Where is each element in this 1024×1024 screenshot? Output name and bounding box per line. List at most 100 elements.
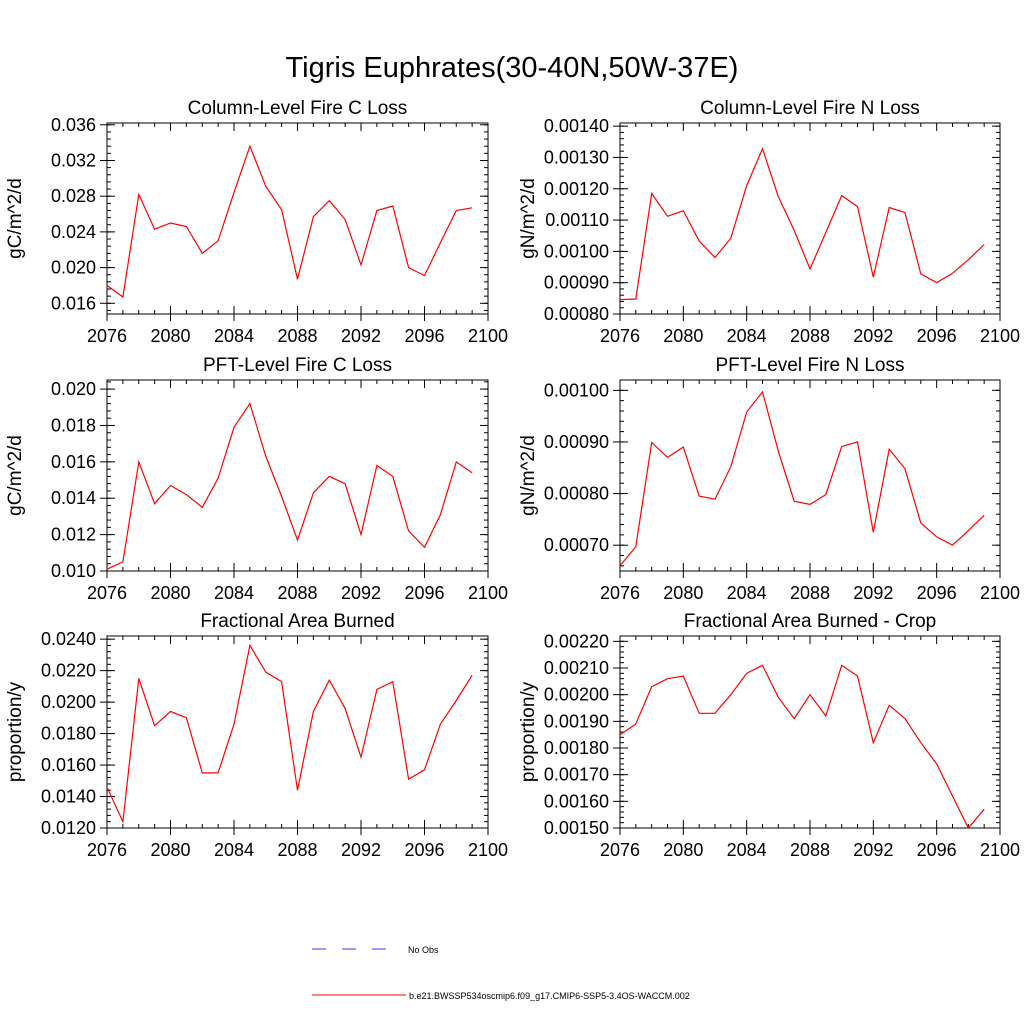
- x-tick-label: 2096: [917, 840, 957, 860]
- plot-frame: [619, 379, 1001, 572]
- x-tick-label: 2096: [917, 326, 957, 346]
- x-tick-label: 2100: [468, 326, 508, 346]
- y-tick-label: 0.028: [51, 186, 96, 206]
- x-tick-label: 2092: [853, 326, 893, 346]
- y-tick-label: 0.010: [51, 561, 96, 581]
- y-axis-label: proportion/y: [518, 681, 539, 782]
- y-tick-label: 0.036: [51, 115, 96, 135]
- x-tick-label: 2088: [790, 583, 830, 603]
- y-tick-label: 0.014: [51, 488, 96, 508]
- x-tick-label: 2084: [727, 326, 767, 346]
- series-line: [619, 147, 985, 301]
- y-tick-label: 0.0160: [41, 755, 96, 775]
- plot-frame: [106, 122, 489, 315]
- chart-panel: Fractional Area Burned - Crop proportion/…: [518, 611, 1020, 860]
- x-tick-label: 2092: [341, 840, 381, 860]
- y-tick-label: 0.00080: [544, 484, 609, 504]
- y-tick-label: 0.00180: [544, 738, 609, 758]
- x-tick-label: 2084: [727, 583, 767, 603]
- x-tick-label: 2084: [214, 840, 254, 860]
- plot-frame: [619, 122, 1001, 315]
- y-tick-label: 0.00170: [544, 765, 609, 785]
- x-tick-label: 2088: [277, 840, 317, 860]
- y-tick-label: 0.00200: [544, 685, 609, 705]
- y-tick-label: 0.00090: [544, 273, 609, 293]
- panel-title: Fractional Area Burned - Crop: [684, 611, 936, 632]
- y-tick-label: 0.0140: [41, 787, 96, 807]
- panel-title: PFT-Level Fire C Loss: [203, 355, 392, 376]
- x-tick-label: 2100: [980, 583, 1020, 603]
- x-tick-label: 2088: [277, 326, 317, 346]
- y-tick-label: 0.0180: [41, 724, 96, 744]
- series-line: [619, 390, 985, 567]
- x-tick-label: 2096: [404, 583, 444, 603]
- y-tick-label: 0.00160: [544, 791, 609, 811]
- y-tick-label: 0.032: [51, 150, 96, 170]
- x-tick-label: 2088: [790, 840, 830, 860]
- x-tick-label: 2100: [468, 840, 508, 860]
- series-line: [106, 144, 473, 299]
- x-tick-label: 2092: [341, 326, 381, 346]
- x-tick-label: 2076: [600, 326, 640, 346]
- chart-panels: Column-Level Fire C Loss gC/m^2/d 2076 2080…: [5, 98, 1020, 860]
- plot-frame: [106, 635, 489, 829]
- legend-label: b.e21.BWSSP534oscmip6.f09_g17.CMIP6-SSP5…: [409, 991, 690, 1001]
- plot-frame: [619, 635, 1001, 829]
- x-tick-label: 2080: [663, 583, 703, 603]
- y-tick-label: 0.018: [51, 415, 96, 435]
- x-tick-label: 2084: [727, 840, 767, 860]
- y-tick-label: 0.00090: [544, 432, 609, 452]
- panel-title: Column-Level Fire C Loss: [188, 98, 408, 119]
- y-tick-label: 0.012: [51, 525, 96, 545]
- y-axis-label: gC/m^2/d: [5, 435, 26, 516]
- x-tick-label: 2076: [600, 583, 640, 603]
- y-tick-label: 0.00100: [544, 380, 609, 400]
- chart-panel: Fractional Area Burned proportion/y 2076 20…: [5, 611, 508, 860]
- y-tick-label: 0.0240: [41, 629, 96, 649]
- panel-title: Fractional Area Burned: [200, 611, 394, 632]
- y-tick-label: 0.024: [51, 222, 96, 242]
- x-tick-label: 2080: [663, 326, 703, 346]
- y-axis-label: gN/m^2/d: [518, 178, 539, 259]
- chart-panel: Column-Level Fire C Loss gC/m^2/d 2076 2080…: [5, 98, 508, 346]
- y-tick-label: 0.020: [51, 258, 96, 278]
- x-tick-label: 2088: [790, 326, 830, 346]
- y-tick-label: 0.00150: [544, 818, 609, 838]
- y-tick-label: 0.00110: [545, 210, 609, 230]
- series-line: [106, 643, 473, 824]
- x-tick-label: 2092: [853, 583, 893, 603]
- x-tick-label: 2092: [341, 583, 381, 603]
- x-tick-label: 2084: [214, 326, 254, 346]
- y-tick-label: 0.00130: [544, 147, 609, 167]
- y-tick-label: 0.0220: [41, 661, 96, 681]
- legend-label: No Obs: [408, 945, 439, 955]
- y-tick-label: 0.020: [51, 379, 96, 399]
- x-tick-label: 2080: [150, 326, 190, 346]
- x-tick-label: 2076: [87, 583, 127, 603]
- x-tick-label: 2096: [404, 326, 444, 346]
- x-tick-label: 2100: [980, 840, 1020, 860]
- y-tick-label: 0.00100: [544, 241, 609, 261]
- y-tick-label: 0.00220: [544, 631, 609, 651]
- x-tick-label: 2100: [980, 326, 1020, 346]
- chart-panel: Column-Level Fire N Loss gN/m^2/d 2076 2080…: [518, 98, 1020, 346]
- series-line: [106, 402, 473, 570]
- x-tick-label: 2080: [150, 840, 190, 860]
- x-tick-label: 2080: [663, 840, 703, 860]
- y-axis-label: proportion/y: [5, 681, 26, 782]
- x-tick-label: 2100: [468, 583, 508, 603]
- x-tick-label: 2080: [150, 583, 190, 603]
- x-tick-label: 2076: [600, 840, 640, 860]
- y-tick-label: 0.00190: [544, 711, 609, 731]
- legend: No Obs b.e21.BWSSP534oscmip6.f09_g17.CMIP…: [312, 945, 690, 1001]
- y-tick-label: 0.0120: [41, 818, 96, 838]
- y-axis-label: gC/m^2/d: [5, 178, 26, 259]
- series-line: [619, 664, 985, 830]
- y-tick-label: 0.0200: [41, 692, 96, 712]
- y-axis-label: gN/m^2/d: [518, 435, 539, 516]
- x-tick-label: 2088: [277, 583, 317, 603]
- x-tick-label: 2096: [917, 583, 957, 603]
- y-tick-label: 0.00120: [544, 179, 609, 199]
- chart-panel: PFT-Level Fire C Loss gC/m^2/d 2076 2080 208…: [5, 355, 508, 603]
